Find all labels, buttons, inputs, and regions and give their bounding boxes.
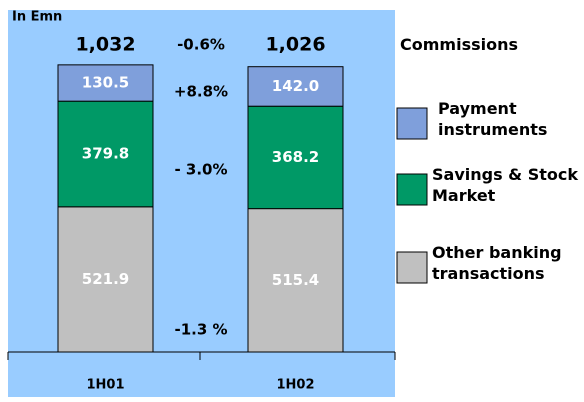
bar-segment (247, 66, 344, 107)
x-tick-label: 1H02 (276, 378, 314, 393)
data-label: 521.9 (82, 270, 129, 288)
legend-label: Savings & Stock Market (432, 165, 578, 205)
x-tick-label: 1H01 (86, 378, 124, 393)
change-annotation: - 3.0% (174, 161, 227, 179)
total-label: 1,032 (75, 34, 135, 56)
chart-title: In Emn (12, 10, 62, 25)
data-label: 130.5 (82, 74, 129, 92)
data-label: 368.2 (272, 148, 319, 166)
legend-swatch (396, 107, 428, 140)
data-label: 515.4 (272, 271, 319, 289)
data-label: 142.0 (272, 77, 319, 95)
change-annotation: +8.8% (174, 83, 228, 101)
legend-title: Commissions (400, 35, 518, 54)
legend-swatch (396, 173, 428, 206)
bar-segment (57, 64, 154, 102)
legend-label: Payment instruments (438, 99, 548, 139)
legend-swatch (396, 251, 428, 284)
legend-label: Other banking transactions (432, 243, 562, 283)
bar-segment (57, 100, 154, 208)
bar-segment (247, 208, 344, 353)
data-label: 379.8 (82, 144, 129, 162)
change-annotation: -1.3 % (174, 321, 227, 339)
total-label: 1,026 (265, 34, 325, 56)
change-annotation: -0.6% (177, 36, 225, 54)
bar-segment (247, 105, 344, 210)
